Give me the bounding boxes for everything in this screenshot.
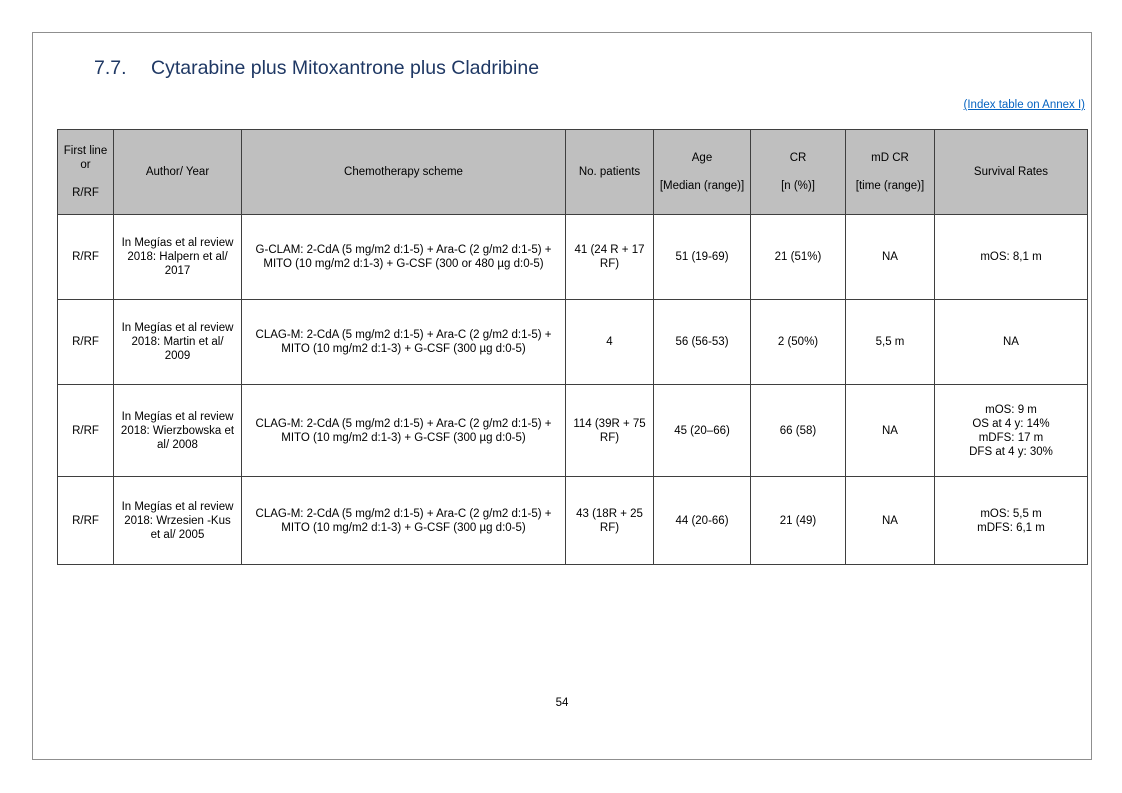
table-cell: 21 (49) bbox=[750, 476, 846, 565]
table-cell: R/RF bbox=[57, 214, 114, 300]
table-cell: 2 (50%) bbox=[750, 299, 846, 385]
table-row: R/RF In Megías et al review 2018: Wierzb… bbox=[57, 384, 1088, 477]
table-row: R/RF In Megías et al review 2018: Halper… bbox=[57, 214, 1088, 300]
table-cell: mOS: 5,5 m mDFS: 6,1 m bbox=[934, 476, 1088, 565]
table-cell: R/RF bbox=[57, 299, 114, 385]
table-cell: R/RF bbox=[57, 384, 114, 477]
table-row: R/RF In Megías et al review 2018: Martin… bbox=[57, 299, 1088, 385]
section-heading: 7.7. Cytarabine plus Mitoxantrone plus C… bbox=[94, 57, 539, 80]
table-cell: NA bbox=[845, 214, 935, 300]
column-header-first-line: First line or R/RF bbox=[57, 129, 114, 215]
column-header-chemo-scheme: Chemotherapy scheme bbox=[241, 129, 566, 215]
table-header-row: First line or R/RF Author/ Year Chemothe… bbox=[57, 129, 1088, 215]
table-cell: NA bbox=[845, 384, 935, 477]
table-cell: In Megías et al review 2018: Wrzesien -K… bbox=[113, 476, 242, 565]
table-cell: In Megías et al review 2018: Wierzbowska… bbox=[113, 384, 242, 477]
table-cell: 4 bbox=[565, 299, 654, 385]
section-title: Cytarabine plus Mitoxantrone plus Cladri… bbox=[151, 57, 540, 79]
table-cell: 43 (18R + 25 RF) bbox=[565, 476, 654, 565]
table-row: R/RF In Megías et al review 2018: Wrzesi… bbox=[57, 476, 1088, 565]
table-cell: 41 (24 R + 17 RF) bbox=[565, 214, 654, 300]
section-number: 7.7. bbox=[94, 57, 127, 79]
table-cell: 44 (20-66) bbox=[653, 476, 751, 565]
column-header-survival-rates: Survival Rates bbox=[934, 129, 1088, 215]
column-header-md-cr: mD CR [time (range)] bbox=[845, 129, 935, 215]
table-cell: CLAG-M: 2-CdA (5 mg/m2 d:1-5) + Ara-C (2… bbox=[241, 384, 566, 477]
table-cell: mOS: 8,1 m bbox=[934, 214, 1088, 300]
table-cell: 114 (39R + 75 RF) bbox=[565, 384, 654, 477]
table-cell: 66 (58) bbox=[750, 384, 846, 477]
table-cell: 5,5 m bbox=[845, 299, 935, 385]
table-cell: R/RF bbox=[57, 476, 114, 565]
table-cell: CLAG-M: 2-CdA (5 mg/m2 d:1-5) + Ara-C (2… bbox=[241, 299, 566, 385]
table-cell: In Megías et al review 2018: Halpern et … bbox=[113, 214, 242, 300]
table-cell: 45 (20–66) bbox=[653, 384, 751, 477]
table-cell: NA bbox=[845, 476, 935, 565]
column-header-author-year: Author/ Year bbox=[113, 129, 242, 215]
table-cell: In Megías et al review 2018: Martin et a… bbox=[113, 299, 242, 385]
table-cell: 51 (19-69) bbox=[653, 214, 751, 300]
table-cell: 21 (51%) bbox=[750, 214, 846, 300]
column-header-cr: CR [n (%)] bbox=[750, 129, 846, 215]
column-header-age: Age [Median (range)] bbox=[653, 129, 751, 215]
document-page: 7.7. Cytarabine plus Mitoxantrone plus C… bbox=[32, 32, 1092, 760]
table-cell: G-CLAM: 2-CdA (5 mg/m2 d:1-5) + Ara-C (2… bbox=[241, 214, 566, 300]
table-cell: NA bbox=[934, 299, 1088, 385]
table-cell: mOS: 9 m OS at 4 y: 14% mDFS: 17 m DFS a… bbox=[934, 384, 1088, 477]
table-cell: 56 (56-53) bbox=[653, 299, 751, 385]
page-number: 54 bbox=[555, 697, 569, 709]
study-results-table: First line or R/RF Author/ Year Chemothe… bbox=[57, 129, 1088, 565]
table-cell: CLAG-M: 2-CdA (5 mg/m2 d:1-5) + Ara-C (2… bbox=[241, 476, 566, 565]
index-table-annex-link[interactable]: (Index table on Annex I) bbox=[963, 99, 1085, 111]
column-header-no-patients: No. patients bbox=[565, 129, 654, 215]
